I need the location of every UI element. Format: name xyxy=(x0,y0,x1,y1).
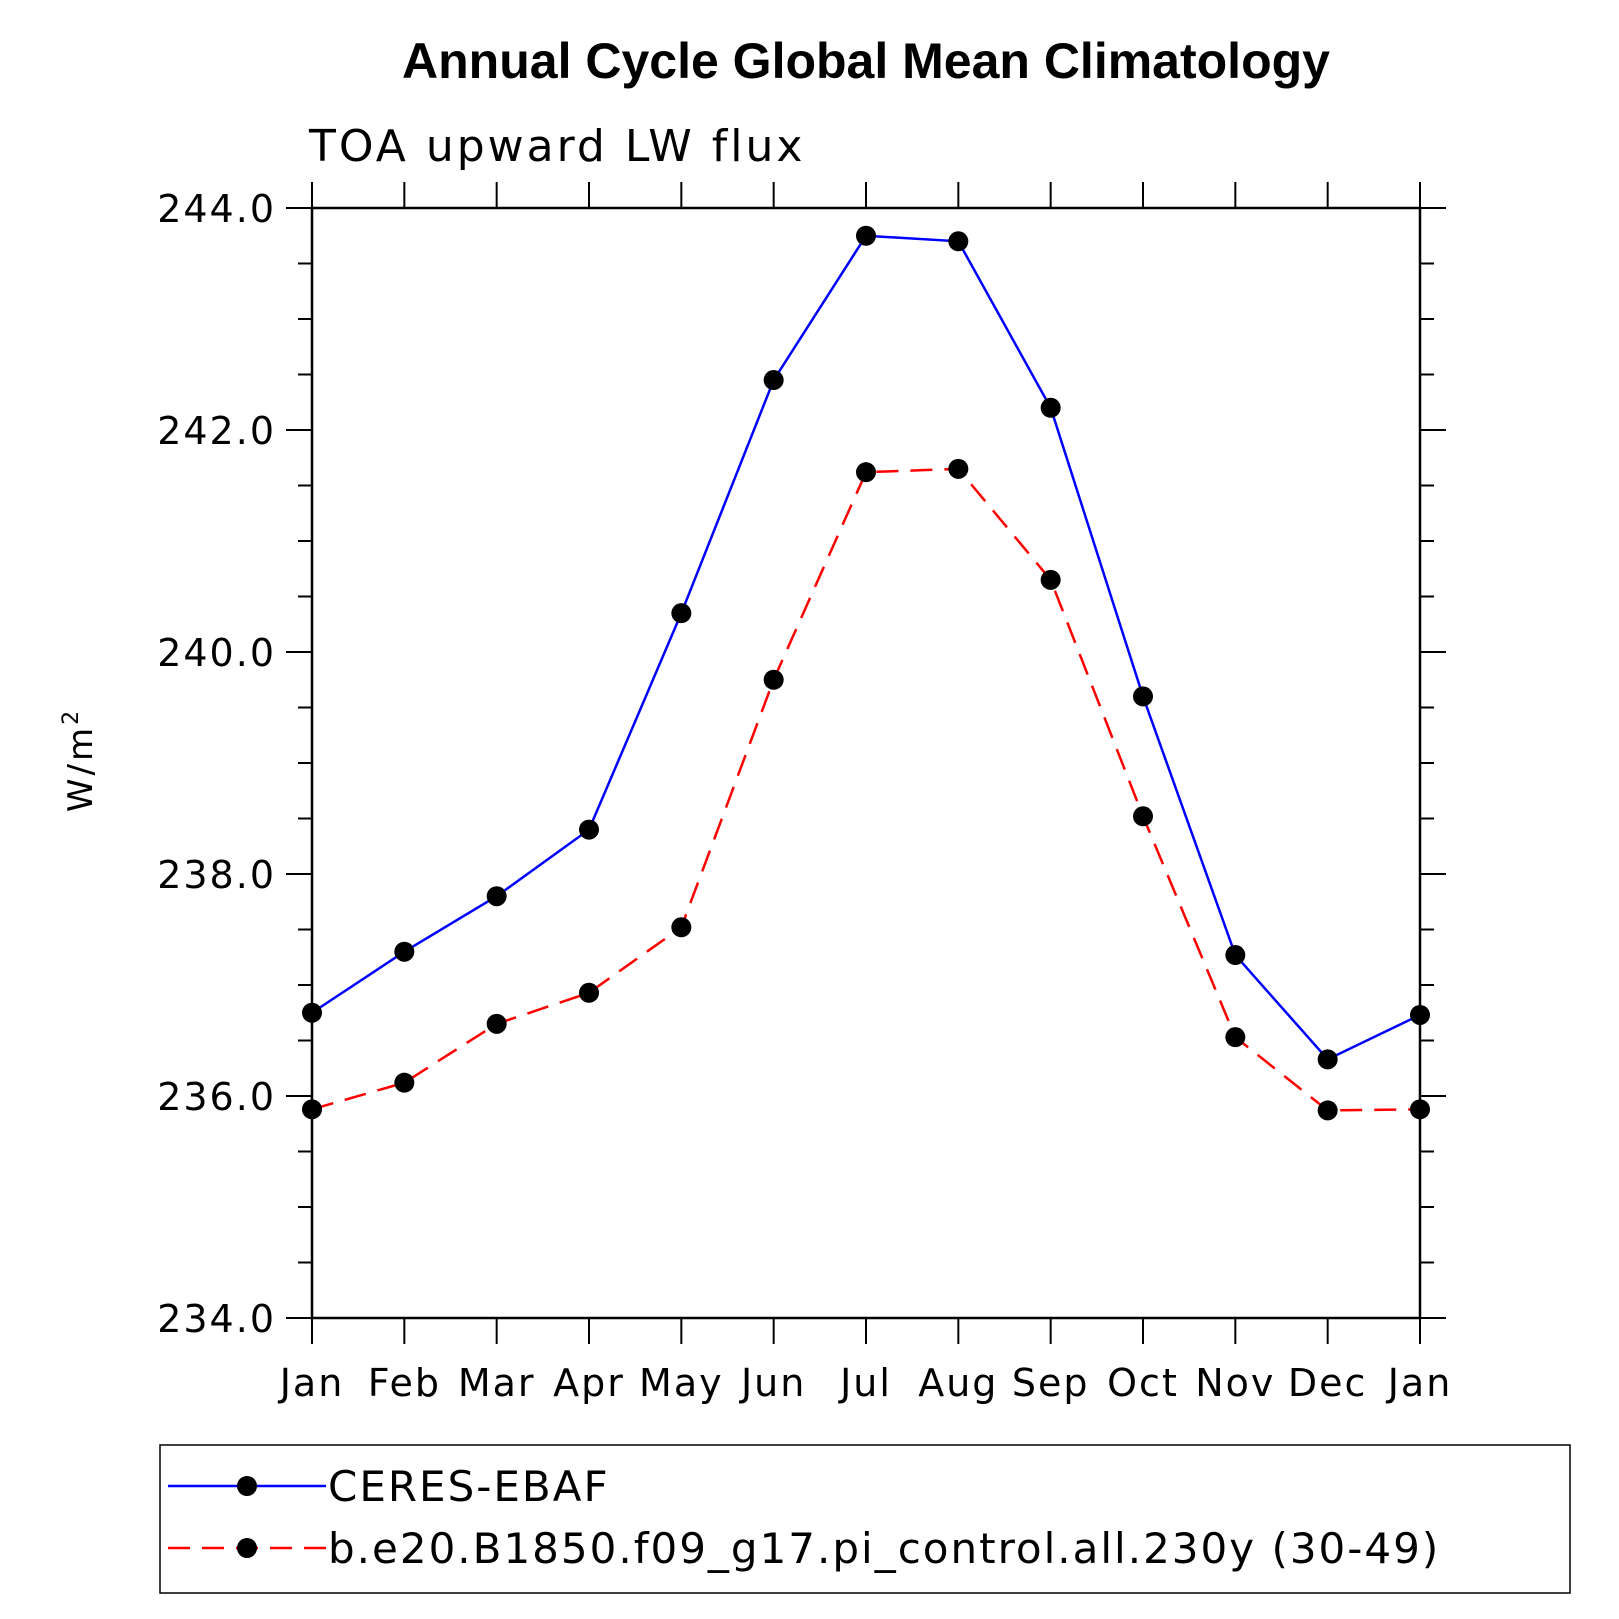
plot-frame xyxy=(310,206,1422,1320)
y-tick-label: 244.0 xyxy=(157,187,276,231)
x-tick-label: Sep xyxy=(1012,1361,1090,1405)
y-tick-label: 238.0 xyxy=(157,853,276,897)
series-layer xyxy=(302,225,1430,1121)
legend-label-model: b.e20.B1850.f09_g17.pi_control.all.230y … xyxy=(328,1524,1440,1573)
data-point xyxy=(302,1099,322,1120)
x-tick-label: Mar xyxy=(458,1361,536,1405)
y-axis-ticks: 234.0 236.0 238.0 240.0 242.0 244.0 xyxy=(157,187,1446,1341)
x-tick-label: Jun xyxy=(739,1361,806,1405)
data-point xyxy=(302,1002,322,1023)
legend-box xyxy=(159,1444,1571,1594)
y-axis-label: W/m2 xyxy=(59,708,101,812)
data-point xyxy=(856,462,876,483)
data-point xyxy=(1133,806,1153,827)
series-line-1 xyxy=(311,467,1421,1112)
data-point xyxy=(1225,1027,1246,1048)
x-tick-label: Feb xyxy=(368,1361,441,1405)
x-tick-label: Apr xyxy=(553,1361,625,1405)
x-tick-label: Jul xyxy=(838,1361,892,1405)
y-tick-label: 240.0 xyxy=(157,631,276,675)
legend: CERES-EBAF b.e20.B1850.f09_g17.pi_contro… xyxy=(159,1444,1571,1594)
x-tick-label: May xyxy=(639,1361,724,1405)
legend-label-ceres: CERES-EBAF xyxy=(328,1462,610,1511)
data-point xyxy=(1133,686,1153,707)
data-point xyxy=(1040,397,1061,418)
x-tick-label: Oct xyxy=(1107,1361,1179,1405)
data-point xyxy=(856,225,876,246)
y-tick-label: 234.0 xyxy=(157,1297,276,1341)
data-point xyxy=(579,982,599,1003)
y-tick-label: 236.0 xyxy=(157,1075,276,1119)
legend-item-model: b.e20.B1850.f09_g17.pi_control.all.230y … xyxy=(168,1524,1440,1573)
legend-marker-ceres xyxy=(237,1476,257,1496)
data-point xyxy=(671,603,692,624)
data-point xyxy=(1317,1049,1338,1070)
x-tick-label: Jan xyxy=(278,1361,345,1405)
data-point xyxy=(1410,1004,1430,1025)
data-point xyxy=(486,1013,507,1034)
legend-marker-model xyxy=(237,1538,257,1558)
data-point xyxy=(1317,1100,1338,1121)
data-point xyxy=(1040,569,1061,590)
x-tick-label: Aug xyxy=(918,1361,998,1405)
data-point xyxy=(948,458,969,479)
data-point xyxy=(763,669,784,690)
chart-title: Annual Cycle Global Mean Climatology xyxy=(402,33,1330,89)
data-point xyxy=(394,1072,415,1093)
plot-border xyxy=(310,206,1422,1320)
x-tick-label: Dec xyxy=(1288,1361,1368,1405)
series-line-0 xyxy=(311,234,1421,1061)
data-point xyxy=(671,917,692,938)
y-tick-label: 242.0 xyxy=(157,409,276,453)
x-axis-ticks: Jan Feb Mar Apr May Jun Jul Aug Sep Oct Nov Dec Jan xyxy=(278,182,1453,1405)
chart-subtitle: TOA upward LW flux xyxy=(308,121,805,172)
data-point xyxy=(394,941,415,962)
x-tick-label: Nov xyxy=(1195,1361,1275,1405)
data-point xyxy=(763,370,784,391)
legend-item-ceres: CERES-EBAF xyxy=(168,1462,610,1511)
data-point xyxy=(1225,945,1246,966)
x-tick-label: Jan xyxy=(1386,1361,1453,1405)
data-point xyxy=(1410,1099,1430,1120)
data-point xyxy=(579,819,599,840)
data-point xyxy=(486,886,507,907)
data-point xyxy=(948,231,969,252)
